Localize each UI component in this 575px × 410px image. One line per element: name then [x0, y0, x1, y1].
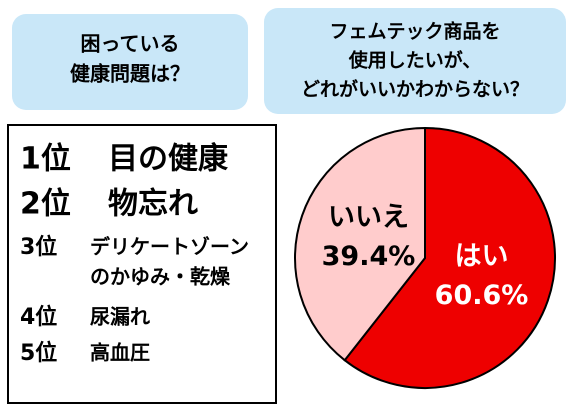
pie-slice — [294, 126, 426, 362]
right-title-box — [264, 8, 566, 114]
rank-item: 物忘れ — [108, 187, 198, 222]
rank: 5位 — [20, 340, 57, 366]
left-title: 健康問題は？ — [70, 62, 190, 86]
left-title-box — [12, 14, 248, 110]
rank-item: 高血圧 — [90, 341, 150, 365]
rank: 4位 — [20, 304, 57, 330]
rank: 1位 — [20, 142, 71, 177]
ranking-box — [7, 124, 277, 404]
left-title: 困っている — [81, 32, 180, 56]
chart-title: フェムテック商品を — [329, 20, 500, 43]
chart-title: 使用したいが、 — [348, 49, 482, 72]
rank: 2位 — [20, 187, 71, 222]
rank-item: 尿漏れ — [90, 305, 150, 329]
slice-category: はい — [455, 241, 509, 272]
rank: 3位 — [20, 234, 57, 260]
slice-value: 39.4% — [322, 241, 416, 272]
pie-slice — [343, 126, 556, 389]
rank-item: のかゆみ・乾燥 — [90, 265, 231, 289]
chart-title: どれがいいかわからない？ — [301, 78, 529, 101]
rank-item: デリケートゾーン — [90, 235, 249, 259]
slice-value: 60.6% — [435, 280, 529, 311]
slice-category: いいえ — [328, 202, 409, 233]
rank-item: 目の健康 — [108, 142, 229, 177]
